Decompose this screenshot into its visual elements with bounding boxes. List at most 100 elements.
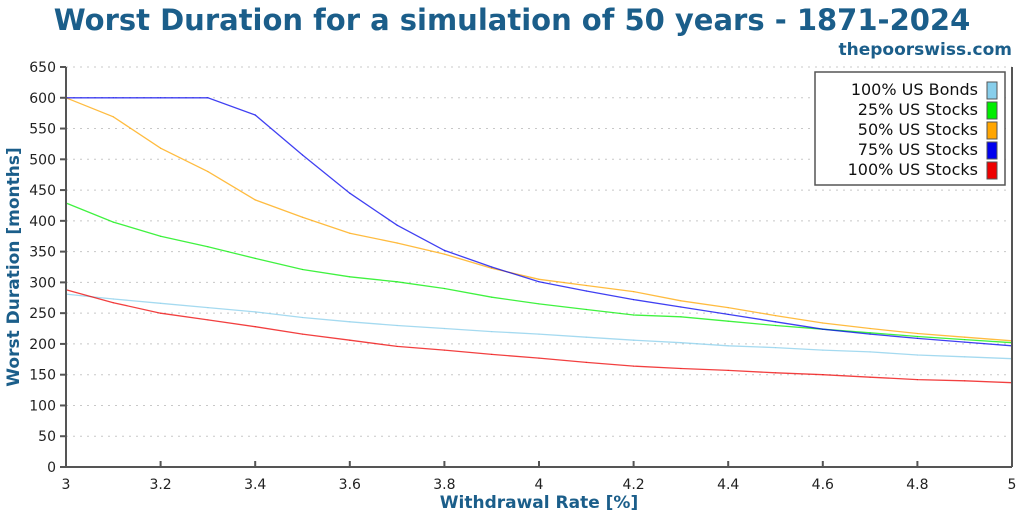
legend-box bbox=[814, 71, 1006, 186]
data-point-75pct-us-stocks bbox=[160, 97, 162, 99]
y-tick-label: 250 bbox=[29, 306, 56, 322]
data-point-25pct-us-stocks bbox=[585, 308, 587, 311]
data-point-25pct-us-stocks bbox=[443, 287, 445, 290]
y-tick-label: 500 bbox=[29, 152, 56, 168]
data-point-100pct-us-stocks bbox=[207, 319, 209, 321]
legend-swatch-75pct-us-stocks bbox=[986, 141, 998, 160]
data-point-75pct-us-stocks bbox=[301, 154, 304, 156]
legend-swatch-50pct-us-stocks bbox=[986, 121, 998, 140]
data-point-100pct-us-stocks bbox=[680, 367, 682, 370]
legend-swatch-25pct-us-stocks bbox=[986, 101, 998, 120]
y-tick-label: 550 bbox=[29, 122, 56, 138]
data-point-100pct-us-bonds bbox=[349, 321, 351, 323]
x-tick-label: 4.8 bbox=[906, 477, 928, 493]
y-tick-label: 150 bbox=[29, 368, 56, 384]
legend-swatch-100pct-us-bonds bbox=[986, 81, 998, 100]
data-point-75pct-us-stocks bbox=[822, 328, 824, 330]
data-point-100pct-us-stocks bbox=[869, 376, 871, 378]
data-point-75pct-us-stocks bbox=[491, 266, 493, 268]
legend-label-100pct-us-stocks: 100% US Stocks bbox=[848, 160, 978, 179]
data-point-25pct-us-stocks bbox=[254, 257, 256, 259]
data-point-50pct-us-stocks bbox=[585, 284, 587, 287]
data-point-100pct-us-stocks bbox=[916, 379, 919, 381]
y-tick-label: 50 bbox=[38, 429, 56, 445]
x-tick-label: 4 bbox=[535, 477, 544, 493]
legend-label-100pct-us-bonds: 100% US Bonds bbox=[851, 80, 978, 99]
y-tick-label: 100 bbox=[29, 398, 56, 414]
data-point-100pct-us-bonds bbox=[301, 316, 304, 319]
y-ticks: 0 50 100 150 200 250 300 350 400 450 500 550 600 650 bbox=[29, 60, 66, 476]
data-point-25pct-us-stocks bbox=[349, 276, 351, 278]
data-point-100pct-us-bonds bbox=[633, 339, 635, 341]
data-point-25pct-us-stocks bbox=[727, 320, 729, 322]
data-point-25pct-us-stocks bbox=[491, 296, 493, 298]
data-point-100pct-us-bonds bbox=[443, 327, 445, 330]
data-point-50pct-us-stocks bbox=[964, 336, 966, 338]
data-point-100pct-us-stocks bbox=[112, 302, 114, 304]
data-point-100pct-us-bonds bbox=[160, 302, 162, 304]
data-point-50pct-us-stocks bbox=[538, 278, 540, 280]
legend-label-75pct-us-stocks: 75% US Stocks bbox=[858, 140, 978, 159]
data-point-50pct-us-stocks bbox=[207, 171, 209, 173]
data-point-50pct-us-stocks bbox=[254, 199, 256, 201]
y-tick-label: 600 bbox=[29, 91, 56, 107]
legend-label-50pct-us-stocks: 50% US Stocks bbox=[858, 120, 978, 139]
data-point-50pct-us-stocks bbox=[633, 291, 635, 293]
data-point-100pct-us-bonds bbox=[585, 336, 587, 338]
data-point-25pct-us-stocks bbox=[633, 314, 635, 316]
data-point-25pct-us-stocks bbox=[396, 281, 398, 283]
data-point-25pct-us-stocks bbox=[112, 221, 114, 223]
data-point-100pct-us-bonds bbox=[254, 311, 256, 313]
data-point-50pct-us-stocks bbox=[491, 267, 493, 269]
data-point-50pct-us-stocks bbox=[160, 147, 162, 149]
data-point-75pct-us-stocks bbox=[538, 281, 540, 283]
data-point-100pct-us-bonds bbox=[396, 324, 398, 327]
data-point-75pct-us-stocks bbox=[207, 97, 209, 99]
data-point-25pct-us-stocks bbox=[207, 246, 209, 248]
y-tick-label: 350 bbox=[29, 245, 56, 261]
data-point-75pct-us-stocks bbox=[869, 333, 871, 335]
data-point-100pct-us-bonds bbox=[774, 347, 777, 349]
x-tick-label: 4.2 bbox=[622, 477, 644, 493]
data-point-100pct-us-bonds bbox=[916, 354, 919, 356]
data-point-75pct-us-stocks bbox=[774, 321, 777, 323]
data-point-75pct-us-stocks bbox=[964, 341, 966, 343]
data-point-100pct-us-bonds bbox=[869, 351, 871, 353]
data-point-75pct-us-stocks bbox=[349, 192, 351, 194]
data-point-100pct-us-stocks bbox=[254, 326, 256, 328]
data-point-50pct-us-stocks bbox=[112, 116, 114, 118]
data-point-25pct-us-stocks bbox=[774, 324, 777, 327]
data-point-100pct-us-bonds bbox=[727, 345, 729, 347]
series-line-25pct-us-stocks bbox=[65, 202, 1013, 344]
data-point-50pct-us-stocks bbox=[349, 232, 351, 234]
data-point-100pct-us-stocks bbox=[160, 312, 162, 314]
x-tick-label: 3.6 bbox=[339, 477, 361, 493]
x-tick-label: 4.6 bbox=[812, 477, 834, 493]
data-point-50pct-us-stocks bbox=[727, 307, 729, 309]
data-point-100pct-us-stocks bbox=[585, 361, 587, 363]
data-point-75pct-us-stocks bbox=[112, 97, 114, 99]
chart-title: Worst Duration for a simulation of 50 ye… bbox=[54, 3, 971, 37]
data-point-100pct-us-bonds bbox=[112, 298, 114, 300]
data-point-75pct-us-stocks bbox=[443, 249, 445, 251]
y-axis-label: Worst Duration [months] bbox=[4, 147, 24, 386]
data-point-100pct-us-stocks bbox=[443, 349, 445, 351]
data-point-25pct-us-stocks bbox=[964, 339, 966, 341]
data-point-100pct-us-stocks bbox=[538, 357, 540, 359]
data-point-100pct-us-stocks bbox=[964, 380, 966, 382]
data-point-100pct-us-bonds bbox=[964, 356, 966, 358]
data-point-50pct-us-stocks bbox=[396, 242, 398, 244]
data-point-50pct-us-stocks bbox=[774, 315, 777, 317]
data-point-25pct-us-stocks bbox=[301, 268, 304, 271]
data-point-50pct-us-stocks bbox=[680, 300, 682, 302]
data-point-100pct-us-bonds bbox=[538, 333, 540, 335]
data-point-100pct-us-stocks bbox=[727, 369, 729, 371]
x-tick-label: 5 bbox=[1008, 477, 1017, 493]
data-point-100pct-us-stocks bbox=[349, 339, 351, 341]
data-point-100pct-us-bonds bbox=[491, 331, 493, 333]
x-tick-label: 3.2 bbox=[149, 477, 171, 493]
data-point-100pct-us-stocks bbox=[491, 353, 493, 355]
x-ticks: 3 3.2 3.4 3.6 3.8 4 4.2 4.4 4.6 4.8 5 bbox=[62, 461, 1017, 493]
data-point-75pct-us-stocks bbox=[633, 299, 635, 301]
